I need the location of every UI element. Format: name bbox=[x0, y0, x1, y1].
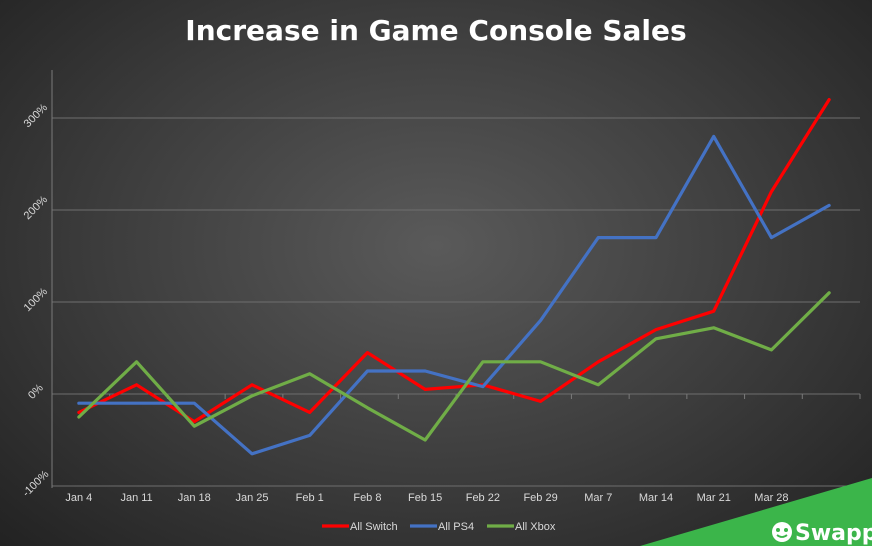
x-tick-label: Mar 14 bbox=[639, 492, 673, 504]
x-tick-label: Jan 18 bbox=[178, 492, 211, 504]
gridlines bbox=[51, 70, 861, 488]
x-tick-label: Jan 4 bbox=[65, 492, 92, 504]
series-lines bbox=[77, 97, 831, 456]
series-line-all-ps4 bbox=[77, 134, 831, 456]
y-axis-ticks: -100% 0% 100% 200% 300% bbox=[20, 102, 51, 500]
y-tick-label: 300% bbox=[22, 102, 51, 131]
swappa-logo: Swappa bbox=[772, 521, 872, 546]
series-line-all-xbox bbox=[77, 291, 831, 442]
y-tick-label: 200% bbox=[22, 194, 51, 223]
legend-label: All PS4 bbox=[438, 521, 474, 533]
x-tick-label: Feb 15 bbox=[408, 492, 442, 504]
x-tick-label: Feb 1 bbox=[296, 492, 324, 504]
legend-label: All Xbox bbox=[515, 521, 556, 533]
x-tick-label: Feb 29 bbox=[523, 492, 557, 504]
y-tick-label: -100% bbox=[20, 468, 51, 499]
series-line-all-switch bbox=[77, 97, 831, 424]
x-tick-label: Mar 28 bbox=[754, 492, 788, 504]
x-tick-label: Mar 7 bbox=[584, 492, 612, 504]
brand-name: Swappa bbox=[795, 521, 872, 546]
brand-banner bbox=[640, 478, 872, 546]
swappa-logo-icon bbox=[772, 522, 792, 542]
chart-title: Increase in Game Console Sales bbox=[185, 14, 686, 47]
y-tick-label: 0% bbox=[26, 382, 46, 402]
x-tick-label: Feb 8 bbox=[353, 492, 381, 504]
legend-label: All Switch bbox=[350, 521, 398, 533]
legend: All Switch All PS4 All Xbox bbox=[322, 521, 556, 533]
x-axis-ticks: Jan 4 Jan 11 Jan 18 Jan 25 Feb 1 Feb 8 Feb 15 F… bbox=[65, 492, 788, 504]
x-tick-label: Feb 22 bbox=[466, 492, 500, 504]
y-tick-label: 100% bbox=[22, 286, 51, 315]
x-tick-label: Mar 21 bbox=[697, 492, 731, 504]
x-tick-label: Jan 25 bbox=[235, 492, 268, 504]
x-tick-label: Jan 11 bbox=[120, 492, 152, 504]
